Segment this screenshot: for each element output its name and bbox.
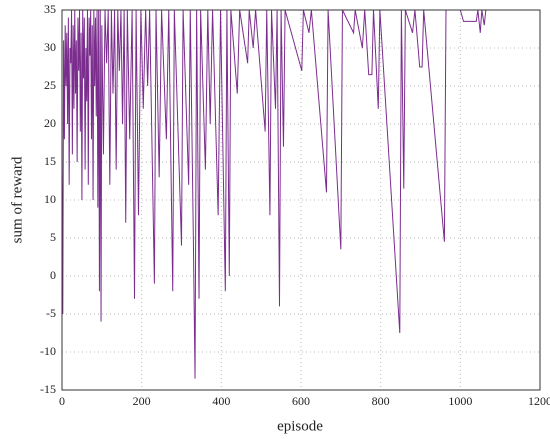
y-tick-label: 30 — [44, 40, 56, 54]
y-tick-label: 10 — [44, 192, 56, 206]
x-tick-label: 600 — [292, 394, 310, 408]
plot-frame — [61, 9, 541, 391]
y-tick-label: 35 — [44, 2, 56, 16]
x-tick-label: 800 — [372, 394, 390, 408]
y-tick-label: -15 — [40, 382, 56, 396]
y-tick-label: 25 — [44, 78, 56, 92]
y-tick-label: -10 — [40, 344, 56, 358]
x-tick-label: 1000 — [448, 394, 472, 408]
x-axis-label: episode — [277, 418, 323, 434]
y-tick-label: 15 — [44, 154, 56, 168]
y-tick-label: 5 — [50, 230, 56, 244]
y-tick-label: 20 — [44, 116, 56, 130]
x-tick-label: 0 — [59, 394, 65, 408]
y-tick-label: -5 — [46, 306, 56, 320]
y-axis-label: sum of reward — [9, 156, 25, 243]
x-tick-label: 1200 — [528, 394, 550, 408]
x-tick-label: 200 — [133, 394, 151, 408]
x-tick-label: 400 — [212, 394, 230, 408]
y-tick-label: 0 — [50, 268, 56, 282]
